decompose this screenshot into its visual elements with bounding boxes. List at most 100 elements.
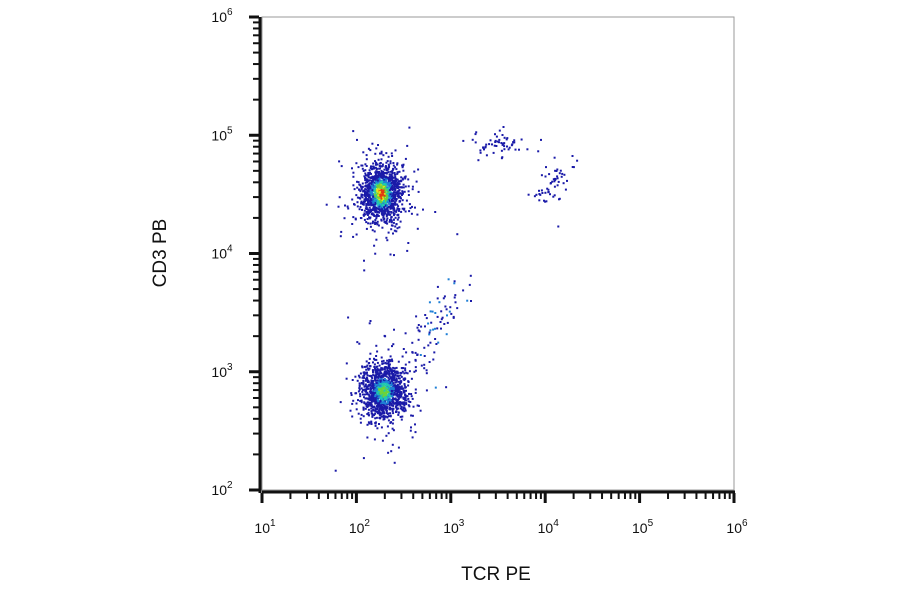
data-point xyxy=(395,210,398,213)
data-point xyxy=(512,141,515,144)
data-point xyxy=(380,413,383,416)
data-point xyxy=(379,206,382,209)
data-point xyxy=(373,209,376,212)
data-point xyxy=(381,362,384,365)
data-point xyxy=(389,253,392,256)
data-point xyxy=(396,398,399,401)
data-point xyxy=(399,415,402,418)
data-point xyxy=(370,385,373,388)
data-point xyxy=(364,200,367,202)
data-point xyxy=(425,317,428,320)
data-point xyxy=(366,377,369,380)
data-point xyxy=(366,195,369,197)
data-point xyxy=(367,176,370,179)
data-point xyxy=(392,206,395,209)
data-point xyxy=(393,229,396,232)
data-point xyxy=(367,200,370,203)
data-point xyxy=(553,156,556,159)
data-point xyxy=(394,181,397,184)
data-point xyxy=(379,414,382,416)
data-point xyxy=(364,407,367,410)
data-point xyxy=(376,223,379,226)
data-point xyxy=(381,226,384,229)
data-point xyxy=(401,415,404,418)
data-point xyxy=(365,193,368,196)
data-point xyxy=(382,213,385,216)
data-point xyxy=(391,395,394,398)
x-tick-label: 104 xyxy=(538,518,560,536)
data-point xyxy=(518,148,520,151)
data-point xyxy=(376,376,379,379)
data-point xyxy=(378,388,381,391)
data-point xyxy=(376,407,379,410)
data-point xyxy=(397,183,399,186)
data-point xyxy=(388,189,391,191)
data-point xyxy=(366,191,369,194)
data-point xyxy=(391,168,394,171)
data-point xyxy=(390,203,393,206)
data-point xyxy=(410,393,413,395)
data-point xyxy=(395,192,398,195)
data-point xyxy=(339,235,342,238)
data-point xyxy=(374,367,376,370)
data-point xyxy=(394,196,396,199)
data-point xyxy=(556,184,559,187)
data-point xyxy=(548,173,551,176)
data-point xyxy=(369,320,372,322)
data-point xyxy=(400,387,403,390)
data-point xyxy=(376,192,379,195)
data-point xyxy=(378,423,380,425)
data-point xyxy=(382,174,385,177)
data-point xyxy=(379,188,382,191)
data-point xyxy=(381,211,384,214)
data-point xyxy=(381,163,384,166)
data-point xyxy=(363,175,366,178)
data-point xyxy=(368,173,370,176)
data-point xyxy=(389,368,392,371)
data-point xyxy=(386,214,389,216)
data-point xyxy=(498,138,501,141)
data-point xyxy=(396,213,399,216)
data-point xyxy=(419,409,422,412)
data-point xyxy=(386,425,389,428)
data-point xyxy=(468,283,471,286)
data-point xyxy=(401,199,404,202)
data-point xyxy=(378,165,381,167)
data-point xyxy=(456,307,459,310)
data-point xyxy=(407,384,410,387)
data-point xyxy=(367,174,370,177)
data-point xyxy=(402,186,405,189)
data-point xyxy=(338,196,341,199)
data-point xyxy=(380,165,382,168)
data-point xyxy=(358,188,361,191)
data-point xyxy=(377,176,380,179)
data-point xyxy=(371,380,374,383)
data-point xyxy=(369,182,371,185)
data-point xyxy=(392,407,395,410)
data-point xyxy=(400,402,403,404)
data-point xyxy=(358,183,361,186)
data-point xyxy=(391,410,394,412)
data-point xyxy=(414,359,417,362)
y-tick-label: 104 xyxy=(211,244,233,262)
data-point xyxy=(396,171,399,174)
data-point xyxy=(383,179,386,181)
data-point xyxy=(387,384,390,387)
data-point xyxy=(365,402,368,405)
data-point xyxy=(388,166,390,169)
data-point xyxy=(410,377,413,380)
data-point xyxy=(387,364,390,366)
data-point xyxy=(474,141,477,144)
data-point xyxy=(364,177,366,179)
data-point xyxy=(365,158,368,161)
data-point xyxy=(392,387,395,390)
data-point xyxy=(479,149,482,152)
data-point xyxy=(364,172,367,175)
data-point xyxy=(434,327,436,330)
data-point xyxy=(396,203,399,206)
data-point xyxy=(418,330,421,333)
data-point xyxy=(417,338,420,341)
data-point xyxy=(362,407,365,410)
data-point xyxy=(407,178,410,181)
data-point xyxy=(395,405,397,408)
